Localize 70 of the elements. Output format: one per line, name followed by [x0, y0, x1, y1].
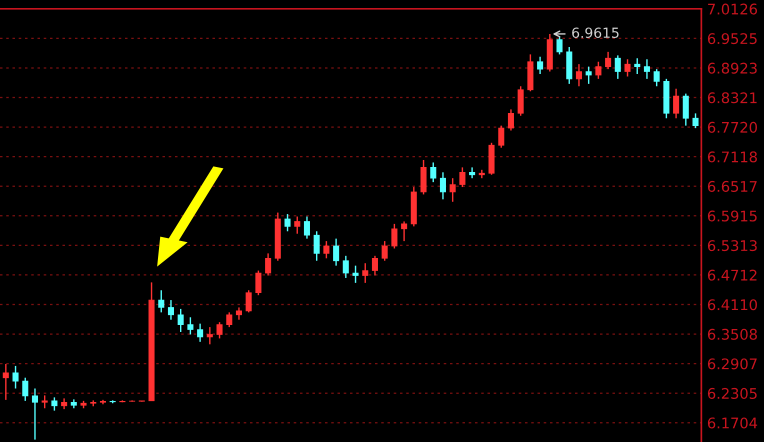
candlestick — [605, 51, 612, 70]
candlestick — [692, 112, 699, 129]
candlestick — [187, 316, 194, 336]
y-tick-label: 6.8321 — [708, 92, 757, 104]
candlestick — [12, 365, 19, 390]
candlestick — [624, 58, 631, 78]
candlestick — [498, 124, 504, 148]
candlestick — [382, 240, 388, 262]
y-tick-label: 6.2305 — [708, 388, 757, 399]
candlestick — [226, 312, 232, 328]
candlestick — [673, 88, 680, 119]
candlestick — [614, 54, 621, 80]
candlestick — [236, 306, 242, 320]
candlestick — [508, 108, 514, 132]
candlestick — [22, 377, 28, 402]
candlestick — [654, 68, 660, 87]
y-tick-label: 6.3508 — [708, 328, 757, 340]
candlestick — [206, 326, 213, 345]
candlestick — [342, 255, 349, 279]
candlestick — [362, 262, 368, 284]
candlestick — [469, 166, 476, 179]
candlestick — [51, 396, 58, 412]
candlestick — [32, 388, 38, 440]
candlestick — [450, 177, 456, 202]
candlestick — [197, 322, 204, 343]
y-tick-label: 6.8923 — [708, 62, 757, 74]
y-tick-label: 6.5313 — [708, 240, 757, 252]
candlestick — [391, 223, 398, 250]
candlestick — [682, 92, 689, 126]
candlestick — [576, 63, 582, 87]
candlestick — [352, 264, 359, 284]
candlestick — [61, 398, 68, 410]
candlestick — [440, 172, 446, 200]
candlestick — [333, 238, 340, 266]
y-tick-label: 7.0126 — [708, 4, 758, 15]
candlestick — [595, 61, 602, 80]
candlestick — [430, 162, 436, 183]
candlestick — [537, 56, 544, 75]
candlestick — [459, 166, 466, 188]
candlestick — [168, 299, 174, 320]
candlestick — [246, 290, 252, 314]
candlestick — [2, 363, 9, 401]
y-tick-label: 6.4712 — [708, 270, 756, 281]
y-tick-label: 6.5915 — [708, 210, 757, 222]
y-tick-label: 6.9525 — [708, 33, 757, 44]
y-tick-label: 6.6517 — [708, 180, 757, 192]
y-tick-label: 6.7720 — [708, 122, 757, 133]
annotation: 6.9615 — [572, 27, 619, 38]
candlestick — [265, 252, 272, 276]
y-tick-label: 6.2907 — [708, 358, 757, 370]
candlestick — [314, 230, 320, 262]
y-tick-label: 6.7118 — [708, 151, 757, 162]
candlestick — [644, 58, 650, 80]
candlestick — [255, 270, 262, 296]
candlestick — [323, 240, 330, 259]
y-tick-label: 6.4110 — [708, 299, 757, 310]
candlestick — [294, 216, 300, 234]
candlestick — [401, 220, 408, 242]
candlestick — [586, 66, 592, 85]
candlestick — [634, 58, 640, 75]
y-tick-label: 6.1704 — [708, 417, 758, 428]
candlestick — [518, 86, 524, 116]
candlestick — [556, 36, 563, 56]
candlestick — [216, 321, 223, 340]
candlestick — [178, 308, 184, 333]
candlestick — [42, 394, 48, 409]
candlestick — [158, 290, 164, 314]
candlestick — [304, 216, 310, 240]
candlestick — [284, 213, 291, 232]
candlestick — [372, 255, 378, 276]
